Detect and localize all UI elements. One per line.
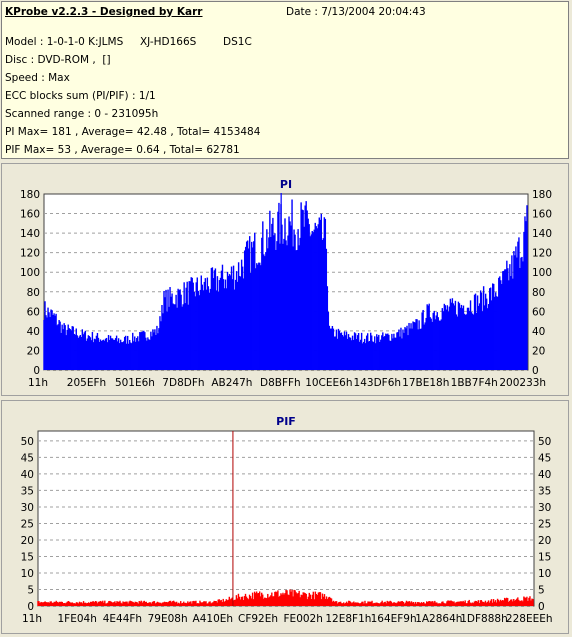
x-tick-label: 1BB7F4h (451, 377, 498, 389)
y-tick-label-right: 45 (538, 452, 551, 464)
info-panel: KProbe v2.2.3 - Designed by Karr Date : … (1, 1, 569, 159)
y-tick-label-right: 80 (532, 287, 545, 299)
y-tick-label-right: 30 (538, 502, 551, 514)
y-tick-label-right: 160 (532, 209, 552, 221)
x-tick-label: 17BE18h (402, 377, 449, 389)
plot-area (37, 430, 535, 607)
y-tick-label-right: 5 (538, 584, 545, 596)
y-tick-label-right: 0 (532, 365, 539, 377)
y-tick-label-left: 40 (21, 469, 34, 481)
y-tick-label-left: 20 (27, 345, 40, 357)
y-tick-label-right: 40 (538, 469, 551, 481)
x-tick-label: CF92Eh (238, 613, 278, 625)
x-tick-label: 200233h (499, 377, 546, 389)
x-tick-label: 1A2864h (415, 613, 462, 625)
y-tick-label-right: 25 (538, 518, 551, 530)
y-tick-label-right: 180 (532, 189, 552, 201)
pi-chart-panel: PI 0 0 20 20 40 40 60 60 80 80 100 100 120 120 140 140 16… (1, 163, 569, 396)
y-tick-label-left: 5 (27, 584, 34, 596)
y-tick-label-left: 120 (20, 248, 40, 260)
y-tick-label-left: 30 (21, 502, 34, 514)
y-tick-label-left: 100 (20, 267, 40, 279)
x-tick-label: 1DF888h (460, 613, 508, 625)
x-tick-label: 143DF6h (354, 377, 402, 389)
y-tick-label-right: 35 (538, 485, 551, 497)
pif-chart-panel: PIF 0 0 5 5 10 10 15 15 20 20 25 25 30 30 35 35 40 40 45 45 5… (1, 400, 569, 634)
y-tick-label-left: 15 (21, 551, 34, 563)
y-tick-label-right: 140 (532, 228, 552, 240)
y-tick-label-left: 140 (20, 228, 40, 240)
x-tick-label: 501E6h (115, 377, 155, 389)
y-tick-label-right: 20 (538, 535, 551, 547)
pif-chart: PIF 0 0 5 5 10 10 15 15 20 20 25 25 30 30 35 35 40 40 45 45 5… (21, 415, 553, 625)
chart-title: PI (280, 178, 292, 191)
pi-stats-line: PI Max= 181 , Average= 42.48 , Total= 41… (5, 126, 261, 138)
app-title: KProbe v2.2.3 - Designed by Karr (5, 6, 203, 18)
x-tick-label: AB247h (211, 377, 252, 389)
y-tick-label-left: 50 (21, 436, 34, 448)
x-tick-label: 1FE04h (58, 613, 97, 625)
scan-date: Date : 7/13/2004 20:04:43 (286, 6, 426, 18)
y-tick-label-left: 180 (20, 189, 40, 201)
x-tick-label: 79E08h (148, 613, 188, 625)
y-tick-label-left: 40 (27, 326, 40, 338)
x-tick-label: 10CEE6h (305, 377, 352, 389)
range-line: Scanned range : 0 - 231095h (5, 108, 159, 120)
y-tick-label-right: 40 (532, 326, 545, 338)
y-tick-label-left: 20 (21, 535, 34, 547)
y-tick-label-left: 0 (33, 365, 40, 377)
y-tick-label-right: 0 (538, 601, 545, 613)
y-tick-label-left: 80 (27, 287, 40, 299)
y-tick-label-right: 120 (532, 248, 552, 260)
pi-chart: PI 0 0 20 20 40 40 60 60 80 80 100 100 120 120 140 140 16… (20, 178, 552, 389)
y-tick-label-left: 25 (21, 518, 34, 530)
x-tick-label: FE002h (284, 613, 323, 625)
y-tick-label-left: 45 (21, 452, 34, 464)
x-tick-label: 164EF9h (371, 613, 417, 625)
y-tick-label-left: 10 (21, 568, 34, 580)
chart-title: PIF (276, 415, 296, 428)
model-line: Model : 1-0-1-0 K:JLMS XJ-HD166S DS1C (5, 36, 252, 48)
series-bars (43, 193, 528, 370)
ecc-line: ECC blocks sum (PI/PIF) : 1/1 (5, 90, 156, 102)
y-tick-label-left: 60 (27, 306, 40, 318)
x-tick-label: A410Eh (193, 613, 234, 625)
y-tick-label-right: 10 (538, 568, 551, 580)
y-tick-label-left: 35 (21, 485, 34, 497)
speed-line: Speed : Max (5, 72, 70, 84)
x-tick-label: 11h (22, 613, 42, 625)
y-tick-label-right: 60 (532, 306, 545, 318)
y-tick-label-left: 160 (20, 209, 40, 221)
x-tick-label: 205EFh (67, 377, 106, 389)
disc-line: Disc : DVD-ROM , [] (5, 54, 111, 66)
x-tick-label: 7D8DFh (162, 377, 204, 389)
x-tick-label: 228EEEh (506, 613, 553, 625)
x-tick-label: D8BFFh (260, 377, 301, 389)
y-tick-label-right: 20 (532, 345, 545, 357)
x-tick-label: 12E8F1h (325, 613, 371, 625)
y-tick-label-right: 100 (532, 267, 552, 279)
x-tick-label: 11h (28, 377, 48, 389)
x-tick-label: 4E44Fh (103, 613, 142, 625)
y-tick-label-right: 15 (538, 551, 551, 563)
y-tick-label-left: 0 (27, 601, 34, 613)
series-bars (37, 431, 534, 606)
pif-stats-line: PIF Max= 53 , Average= 0.64 , Total= 627… (5, 144, 240, 156)
y-tick-label-right: 50 (538, 436, 551, 448)
